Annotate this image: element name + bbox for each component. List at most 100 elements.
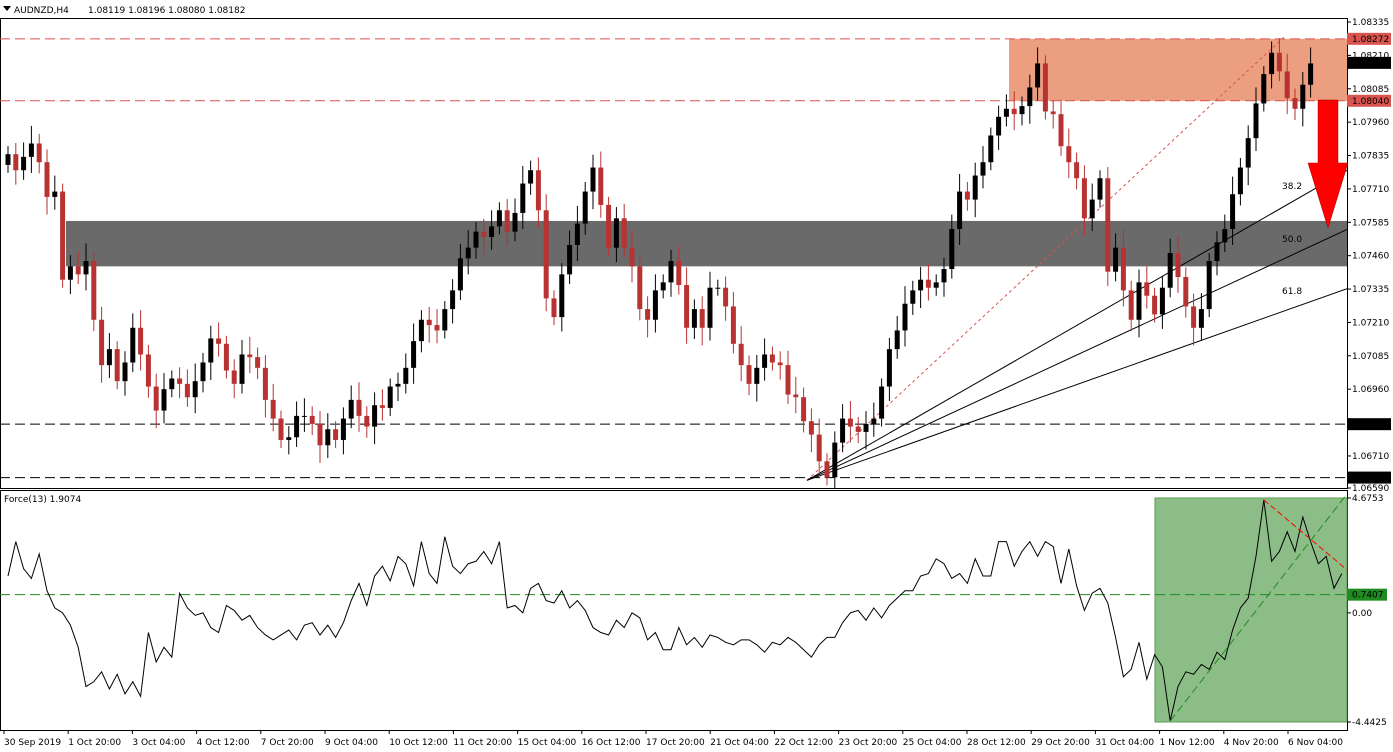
candle-body [1113, 247, 1119, 272]
candle-body [1105, 178, 1111, 272]
candle-body [1300, 84, 1306, 109]
price-tick-label: 1.06710 [1352, 452, 1389, 462]
candle-body [902, 303, 908, 331]
time-tick-label: 9 Oct 04:00 [325, 738, 378, 748]
candle-body [879, 386, 885, 419]
candle-body [777, 362, 783, 366]
candle-body [559, 274, 565, 318]
candle-body [574, 223, 580, 245]
candle-body [707, 287, 713, 328]
candle-body [67, 266, 73, 280]
candle-body [21, 156, 27, 171]
candle-body [762, 354, 768, 368]
candle-body [169, 378, 175, 390]
time-tick-label: 29 Oct 20:00 [1031, 738, 1090, 748]
candle-body [379, 405, 385, 408]
candle-body [567, 244, 573, 275]
level-tag-3-bg [1347, 471, 1391, 484]
price-tick-label: 1.08210 [1352, 51, 1389, 61]
candle-body [83, 261, 89, 275]
candle-body [177, 378, 183, 384]
candle-body [130, 327, 136, 363]
force-level-tag: 0.7407 [1352, 591, 1384, 601]
time-tick-label: 16 Oct 12:00 [582, 738, 641, 748]
candle-body [871, 418, 877, 424]
candle-body [138, 327, 144, 355]
candle-body [676, 261, 682, 286]
price-tick-label: 1.07960 [1352, 118, 1389, 128]
candle-body [1097, 178, 1103, 200]
candle-body [769, 354, 775, 363]
time-tick-label: 11 Oct 20:00 [453, 738, 512, 748]
candle-body [535, 170, 541, 211]
candle-body [988, 135, 994, 163]
candle-body [1144, 282, 1150, 296]
time-tick-label: 4 Nov 20:00 [1224, 738, 1279, 748]
candle-body [582, 191, 588, 224]
candle-body [1230, 194, 1236, 229]
candle-body [99, 319, 105, 366]
candle-body [746, 365, 752, 384]
time-tick-label: 30 Sep 2019 [4, 738, 61, 748]
candle-body [411, 341, 417, 368]
time-tick-label: 4 Oct 12:00 [197, 738, 250, 748]
candle-body [496, 210, 502, 227]
candle-body [863, 423, 869, 432]
price-tick-label: 1.08335 [1352, 18, 1389, 28]
price-tick-label: 1.08085 [1352, 85, 1389, 95]
candle-body [652, 290, 658, 320]
candle-body [333, 429, 339, 440]
price-tick-label: 1.07210 [1352, 318, 1389, 328]
candle-body [660, 282, 666, 291]
candle-body [1206, 261, 1212, 310]
time-tick-label: 31 Oct 04:00 [1095, 738, 1154, 748]
candle-body [395, 383, 401, 387]
force-tick-label: 0.00 [1352, 609, 1372, 619]
time-tick-label: 3 Oct 04:00 [132, 738, 185, 748]
candle-body [606, 204, 612, 248]
main-panel-frame [0, 18, 1348, 489]
candle-body [528, 170, 534, 184]
candle-body [348, 399, 354, 419]
symbol-dropdown-icon[interactable] [3, 6, 11, 11]
resistance-zone [1009, 38, 1347, 101]
candle-body [894, 330, 900, 350]
candle-body [60, 191, 66, 280]
candle-body [403, 367, 409, 384]
candle-body [465, 247, 471, 259]
candle-body [785, 365, 791, 395]
time-tick-label: 1 Nov 12:00 [1160, 738, 1215, 748]
force-level-tag-bg [1347, 588, 1387, 601]
candle-body [387, 386, 393, 408]
candle-body [216, 338, 222, 344]
time-tick-label: 28 Oct 12:00 [967, 738, 1026, 748]
fib-fan-line-1 [806, 229, 1347, 481]
candle-body [933, 282, 939, 288]
fib-label-61-8: 61.8 [1282, 287, 1302, 297]
candle-body [5, 154, 11, 165]
time-tick-label: 17 Oct 20:00 [646, 738, 705, 748]
price-tick-label: 1.07585 [1352, 218, 1389, 228]
candle-body [699, 309, 705, 328]
candle-body [684, 285, 690, 328]
candle-body [301, 415, 307, 417]
candle-body [808, 421, 814, 435]
candle-body [1284, 71, 1290, 99]
candle-body [1050, 111, 1056, 115]
time-tick-label: 10 Oct 12:00 [389, 738, 448, 748]
candle-body [1058, 114, 1064, 147]
candle-body [1214, 242, 1220, 262]
price-tick-label: 1.06590 [1352, 484, 1389, 494]
level-tag-2: 1.06829 [1352, 420, 1389, 430]
candle-body [457, 258, 463, 291]
price-tick-label: 1.07085 [1352, 352, 1389, 362]
price-tick-label: 1.07460 [1352, 252, 1389, 262]
candle-body [941, 269, 947, 283]
candle-body [512, 212, 518, 232]
candle-body [1167, 253, 1173, 288]
candle-body [270, 399, 276, 419]
force-line [7, 499, 1343, 722]
candle-body [450, 290, 456, 310]
candle-body [621, 218, 627, 248]
